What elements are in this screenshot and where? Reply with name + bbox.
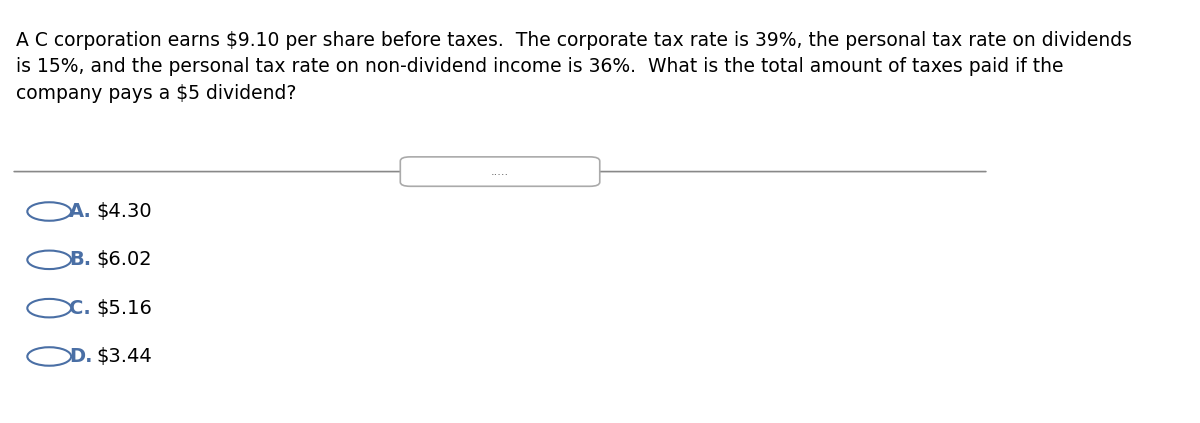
Circle shape [28, 299, 71, 317]
Text: A.: A. [70, 202, 92, 221]
Text: D.: D. [70, 347, 92, 366]
Text: .....: ..... [491, 167, 509, 176]
Circle shape [28, 347, 71, 366]
Text: $6.02: $6.02 [96, 250, 151, 269]
Text: $5.16: $5.16 [96, 299, 152, 318]
Text: $3.44: $3.44 [96, 347, 152, 366]
Text: C.: C. [70, 299, 91, 318]
FancyBboxPatch shape [401, 157, 600, 186]
Text: $4.30: $4.30 [96, 202, 151, 221]
Text: A C corporation earns $9.10 per share before taxes.  The corporate tax rate is 3: A C corporation earns $9.10 per share be… [17, 31, 1133, 103]
Circle shape [28, 250, 71, 269]
Circle shape [28, 202, 71, 221]
Text: B.: B. [70, 250, 91, 269]
